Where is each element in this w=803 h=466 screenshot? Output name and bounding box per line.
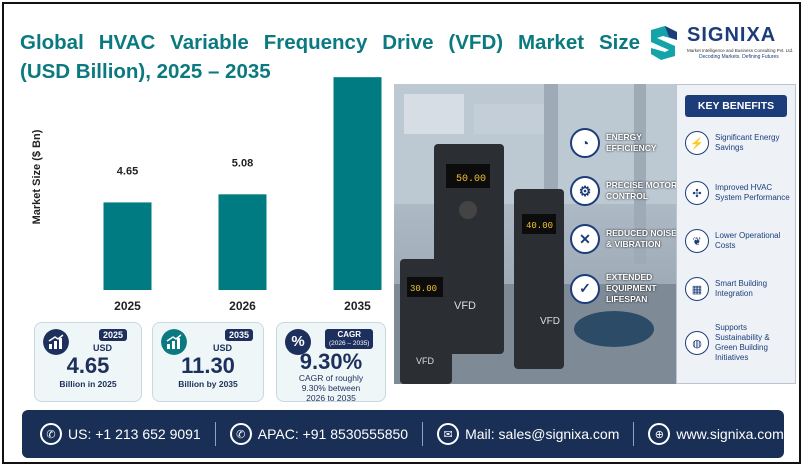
- card-sub-line3: 2026 to 2035: [306, 393, 356, 403]
- building-icon: ▦: [685, 277, 709, 301]
- key-benefit-item: ❦ Lower Operational Costs: [685, 229, 791, 253]
- card-badge-line1: CAGR: [337, 330, 362, 339]
- key-benefit-item: ⚡ Significant Energy Savings: [685, 131, 791, 155]
- data-label: 5.08: [232, 157, 253, 169]
- phone-icon: ✆: [229, 423, 252, 445]
- benefit-noise: ✕ REDUCED NOISE & VIBRATION: [570, 224, 676, 254]
- percent-icon: %: [285, 329, 311, 355]
- fan-icon: ✣: [685, 181, 709, 205]
- title-word: HVAC: [98, 31, 156, 54]
- logo-slogan: Decoding Markets. Defining Futures: [699, 54, 779, 60]
- logo-mark-icon: [651, 26, 677, 60]
- bar-2025: [103, 202, 152, 290]
- svg-text:VFD: VFD: [416, 356, 435, 366]
- footer-us[interactable]: ✆ US: +1 213 652 9091: [40, 423, 201, 445]
- bar-2026: [218, 194, 267, 290]
- card-sub-line1: CAGR of roughly: [298, 373, 364, 383]
- bar-chart: Market Size ($ Bn)4.6520255.08202611.302…: [31, 77, 382, 313]
- title-word: Variable: [170, 31, 249, 54]
- globe-icon: ⊕: [648, 423, 671, 445]
- card-value: 4.65: [66, 353, 110, 378]
- gear-icon: ⚙: [570, 176, 600, 206]
- card-usd: USD: [93, 343, 113, 353]
- benefit-motor: ⚙ PRECISE MOTOR CONTROL: [570, 176, 676, 206]
- stat-card-2025: 2025 USD 4.65 Billion in 2025: [34, 322, 142, 402]
- leaf-icon: ❦: [685, 229, 709, 253]
- key-benefits-heading: KEY BENEFITS: [685, 95, 787, 117]
- mute-icon: ✕: [570, 224, 600, 254]
- card-sub: Billion in 2025: [59, 379, 117, 389]
- page-title: Global HVAC Variable Frequency Drive (VFD) Mar…: [20, 28, 640, 86]
- bolt-icon: ⚡: [685, 131, 709, 155]
- stat-card-cagr: % CAGR (2026 – 2035) 9.30% CAGR of rough…: [276, 322, 386, 403]
- svg-text:50.00: 50.00: [456, 174, 486, 185]
- logo-tagline: Market Intelligence and Business Consult…: [687, 48, 794, 53]
- footer-web[interactable]: ⊕ www.signixa.com: [648, 423, 784, 445]
- card-value: 11.30: [181, 353, 235, 378]
- divider: [422, 422, 424, 446]
- key-benefit-item: ▦ Smart Building Integration: [685, 277, 791, 301]
- card-badge: CAGR (2026 – 2035): [325, 329, 374, 349]
- shield-check-icon: ✓: [570, 273, 600, 304]
- title-line-1: Global HVAC Variable Frequency Drive (VFD) Mar…: [20, 28, 640, 57]
- bar-growth-icon: [161, 329, 187, 355]
- y-axis-label: Market Size ($ Bn): [31, 129, 43, 224]
- globe-icon: ◍: [685, 331, 709, 355]
- bar-growth-icon: [43, 329, 69, 355]
- mail-icon: ✉: [437, 423, 460, 445]
- divider: [633, 422, 635, 446]
- logo-name: SIGNIXA: [687, 24, 777, 46]
- vfd-photo: 50.00 40.00 30.00 VFD VFD VFD ◔ ENERGY EF…: [394, 84, 676, 384]
- footer-apac[interactable]: ✆ APAC: +91 8530555850: [229, 423, 408, 445]
- svg-text:30.00: 30.00: [410, 284, 437, 294]
- divider: [214, 422, 216, 446]
- title-line-2: (USD Billion), 2025 – 2035: [20, 60, 271, 83]
- card-sub-line2: 9.30% between: [301, 383, 361, 393]
- svg-text:VFD: VFD: [540, 316, 560, 327]
- title-word: Size: [598, 31, 640, 54]
- title-word: (VFD): [448, 31, 504, 54]
- footer-mail[interactable]: ✉ Mail: sales@signixa.com: [437, 423, 619, 445]
- stat-card-2035: 2035 USD 11.30 Billion by 2035: [152, 322, 264, 402]
- title-word: Drive: [382, 31, 434, 54]
- benefit-energy: ◔ ENERGY EFFICIENCY: [570, 128, 676, 158]
- title-word: Global: [20, 31, 84, 54]
- title-word: Market: [517, 31, 585, 54]
- vfd-illustration-icon: 50.00 40.00 30.00 VFD VFD VFD: [394, 84, 676, 384]
- x-tick-label: 2035: [344, 299, 371, 313]
- contact-footer: ✆ US: +1 213 652 9091 ✆ APAC: +91 853055…: [22, 410, 784, 458]
- benefit-lifespan: ✓ EXTENDED EQUIPMENT LIFESPAN: [570, 272, 676, 305]
- card-value: 9.30%: [299, 349, 363, 374]
- svg-text:VFD: VFD: [454, 300, 476, 312]
- card-badge-line2: (2026 – 2035): [329, 340, 370, 347]
- signixa-logo: SIGNIXA Market Intelligence and Business…: [647, 22, 797, 66]
- svg-text:40.00: 40.00: [526, 221, 553, 231]
- x-tick-label: 2025: [114, 299, 141, 313]
- card-badge: 2035: [225, 329, 254, 341]
- card-sub: Billion by 2035: [178, 379, 238, 389]
- key-benefit-item: ✣ Improved HVAC System Performance: [685, 181, 791, 205]
- x-tick-label: 2026: [229, 299, 256, 313]
- bar-2035: [333, 77, 382, 290]
- key-benefit-item: ◍ Supports Sustainability & Green Buildi…: [685, 323, 791, 363]
- card-sub: CAGR of roughly 9.30% between 2026 to 20…: [277, 373, 385, 403]
- title-word: Frequency: [263, 31, 368, 54]
- gauge-icon: ◔: [570, 128, 600, 158]
- card-badge: 2025: [99, 329, 128, 341]
- phone-icon: ✆: [40, 423, 62, 445]
- data-label: 4.65: [117, 165, 138, 177]
- key-benefits-panel: KEY BENEFITS ⚡ Significant Energy Saving…: [676, 84, 796, 384]
- card-usd: USD: [213, 343, 233, 353]
